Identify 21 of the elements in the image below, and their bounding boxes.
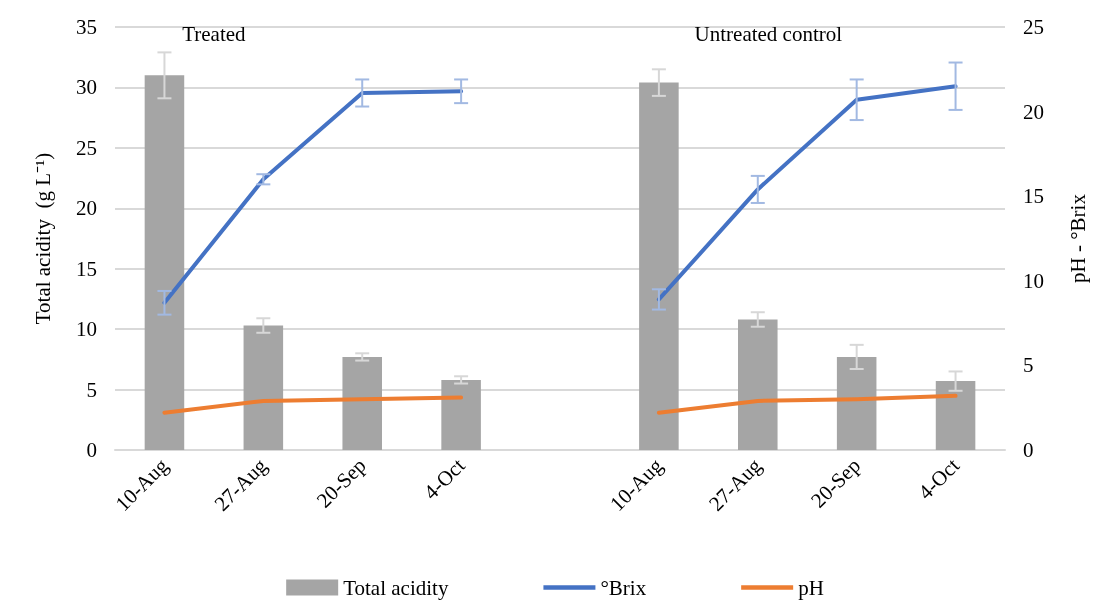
y-tick-label: 15	[76, 256, 97, 281]
y2-tick-label: 15	[1023, 184, 1044, 209]
legend-label: Total acidity	[343, 575, 449, 600]
y2-tick-label: 5	[1023, 353, 1034, 378]
y-tick-label: 25	[76, 135, 97, 160]
y2-axis-title: pH - °Brix	[1065, 193, 1090, 283]
y-tick-label: 5	[86, 377, 97, 402]
y2-tick-label: 10	[1023, 268, 1044, 293]
annotation: Untreated control	[694, 22, 843, 46]
annotation: Treated	[182, 22, 247, 46]
y-tick-label: 30	[76, 75, 97, 100]
y-axis-title: Total acidity (g L⁻¹)	[30, 152, 55, 325]
y2-tick-label: 0	[1023, 438, 1034, 462]
legend-label: °Brix	[600, 575, 647, 600]
y-tick-label: 0	[86, 438, 97, 462]
y2-tick-label: 20	[1023, 99, 1044, 124]
y-tick-label: 20	[76, 196, 97, 221]
legend-label: pH	[798, 575, 824, 600]
y-tick-label: 35	[76, 15, 97, 39]
y-tick-label: 10	[76, 317, 97, 342]
y2-tick-label: 25	[1023, 15, 1044, 39]
